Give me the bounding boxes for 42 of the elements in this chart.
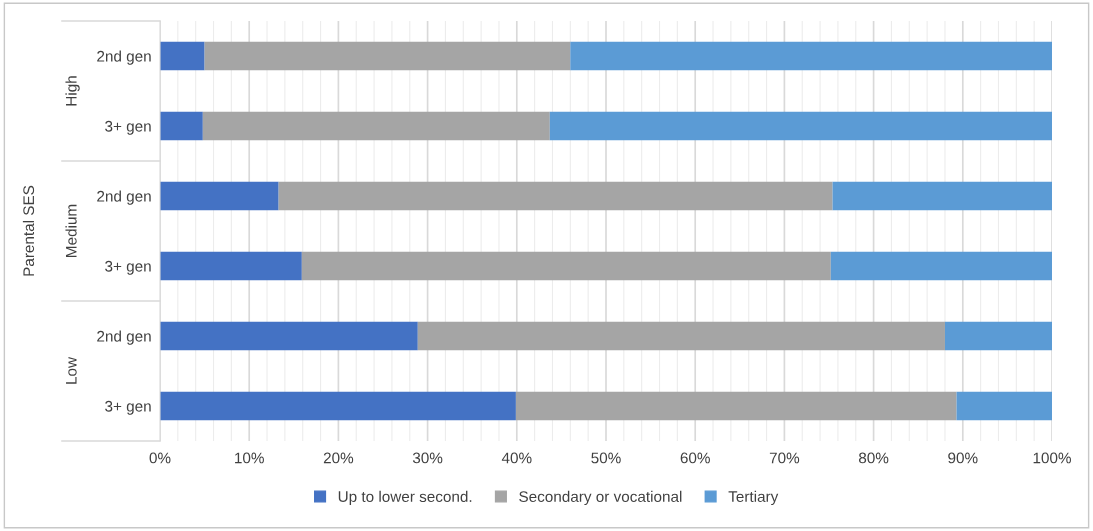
- bar: [278, 181, 833, 211]
- x-tick-label: 60%: [680, 452, 710, 464]
- y-tick-label: 3+ gen: [105, 400, 151, 415]
- x-tick-label: 10%: [235, 452, 264, 464]
- bar: [160, 111, 203, 141]
- x-tick-label: 40%: [501, 452, 532, 464]
- legend-label: Tertiary: [728, 490, 779, 506]
- bar: [830, 251, 1052, 281]
- bar: [204, 41, 571, 71]
- bar: [570, 41, 1052, 71]
- bar: [160, 321, 418, 351]
- x-tick-label: 100%: [1033, 452, 1071, 464]
- x-tick-label: 80%: [858, 452, 889, 464]
- y-tick-label: 3+ gen: [105, 260, 151, 275]
- bar: [417, 321, 945, 351]
- bar: [944, 321, 1052, 351]
- y-tick-label: 2nd gen: [97, 50, 151, 65]
- legend-label: Up to lower second.: [338, 490, 472, 506]
- bar: [160, 41, 205, 71]
- text: Low: [66, 356, 77, 384]
- bar: [160, 391, 516, 421]
- text: Medium: [65, 204, 77, 257]
- text: High: [65, 76, 80, 106]
- bar: [515, 391, 957, 421]
- y-tick-label: 3+ gen: [105, 120, 151, 135]
- bar: [549, 111, 1052, 141]
- x-tick-label: 50%: [591, 452, 621, 464]
- y-axis-title: Parental SES: [22, 185, 35, 276]
- bar: [832, 181, 1052, 211]
- x-tick-label: 30%: [412, 452, 443, 464]
- y-tick-label: 2nd gen: [97, 330, 151, 345]
- bar: [956, 391, 1052, 421]
- x-tick-label: 20%: [323, 452, 354, 464]
- x-tick-label: 90%: [948, 452, 978, 464]
- bar: [160, 251, 302, 281]
- bar: [202, 111, 550, 141]
- legend-label: Secondary or vocational: [519, 490, 682, 506]
- x-tick-label: 70%: [769, 452, 800, 464]
- y-tick-label: 2nd gen: [97, 190, 151, 205]
- x-tick-label: 0%: [149, 452, 171, 464]
- bar: [160, 181, 279, 211]
- bar: [301, 251, 831, 281]
